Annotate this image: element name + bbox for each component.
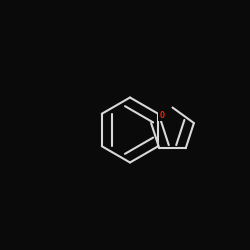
- Text: O: O: [159, 111, 164, 120]
